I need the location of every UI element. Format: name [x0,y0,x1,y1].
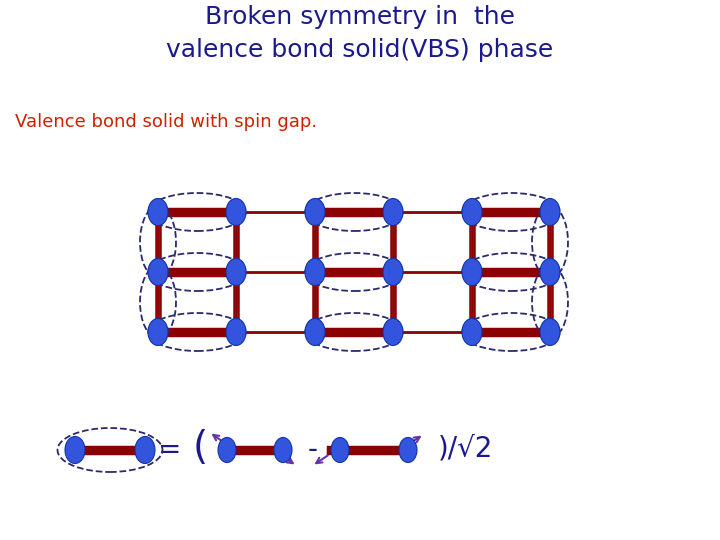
Ellipse shape [383,199,403,226]
Ellipse shape [462,319,482,346]
Ellipse shape [399,437,417,462]
Text: Valence bond solid with spin gap.: Valence bond solid with spin gap. [15,113,317,131]
Ellipse shape [383,259,403,286]
Text: -: - [308,436,318,464]
Ellipse shape [218,437,236,462]
Ellipse shape [226,199,246,226]
Text: (: ( [192,429,207,467]
Ellipse shape [331,437,349,462]
Ellipse shape [540,319,560,346]
Ellipse shape [226,319,246,346]
Text: )/√2: )/√2 [438,434,493,462]
Ellipse shape [462,199,482,226]
Ellipse shape [274,437,292,462]
Ellipse shape [148,319,168,346]
Ellipse shape [226,259,246,286]
Ellipse shape [135,436,155,463]
Text: =: = [158,436,181,464]
Ellipse shape [305,319,325,346]
Ellipse shape [383,319,403,346]
Ellipse shape [462,259,482,286]
Ellipse shape [148,259,168,286]
Ellipse shape [305,259,325,286]
Text: Broken symmetry in  the
valence bond solid(VBS) phase: Broken symmetry in the valence bond soli… [166,5,554,63]
Ellipse shape [148,199,168,226]
Ellipse shape [540,259,560,286]
Ellipse shape [305,199,325,226]
Ellipse shape [540,199,560,226]
Ellipse shape [65,436,85,463]
